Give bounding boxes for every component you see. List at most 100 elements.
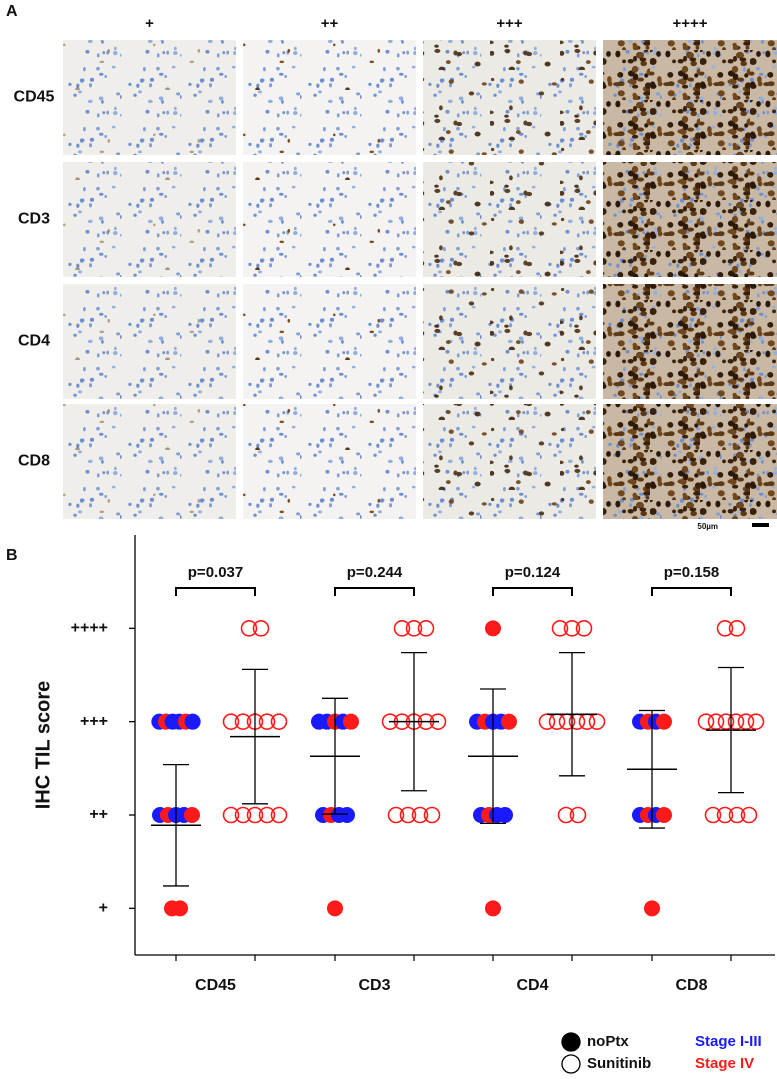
data-point	[393, 620, 411, 637]
micrograph	[603, 284, 777, 399]
micrograph	[243, 284, 416, 399]
y-tick-label: ++	[89, 806, 108, 823]
micrograph	[243, 162, 416, 277]
x-tick-label: CD45	[195, 977, 236, 994]
data-point	[563, 620, 581, 637]
data-point	[716, 806, 734, 824]
data-point	[258, 713, 276, 730]
legend-label: Stage I-III	[695, 1033, 762, 1050]
data-point	[737, 713, 755, 730]
data-point	[716, 620, 734, 637]
p-value: p=0.124	[505, 564, 561, 581]
micrograph	[603, 40, 777, 155]
legend-label: noPtx	[587, 1033, 629, 1050]
data-point	[656, 713, 672, 730]
data-point	[222, 806, 240, 824]
stained-cells	[603, 40, 777, 155]
micrograph	[423, 404, 596, 519]
y-axis-title: IHC TIL score	[32, 681, 54, 810]
data-point	[740, 806, 758, 824]
y-tick-label: +++	[80, 713, 108, 730]
stained-cells	[603, 162, 777, 277]
panel-label: A	[6, 3, 18, 20]
data-point	[588, 713, 606, 730]
data-point	[184, 713, 201, 730]
micrograph	[63, 404, 236, 519]
data-point	[728, 806, 746, 824]
micrograph	[603, 162, 777, 277]
panel-label: B	[6, 547, 18, 564]
data-point	[423, 806, 441, 824]
p-value: p=0.158	[664, 564, 719, 581]
y-tick-label: ++++	[71, 620, 108, 637]
legend-label: Sunitinib	[587, 1055, 651, 1072]
data-point	[569, 806, 587, 824]
stained-cells	[63, 284, 236, 399]
p-value: p=0.037	[188, 564, 243, 581]
stained-cells	[423, 40, 596, 155]
x-tick-label: CD3	[358, 977, 390, 994]
stained-cells	[603, 284, 777, 399]
data-point	[258, 806, 276, 824]
row-label: CD4	[18, 333, 50, 350]
data-point	[728, 620, 746, 637]
scale-bar	[752, 523, 769, 527]
data-point	[417, 620, 435, 637]
micrograph	[63, 284, 236, 399]
data-point	[575, 620, 593, 637]
stained-cells	[603, 404, 777, 519]
legend-marker	[561, 1032, 581, 1052]
data-point	[252, 620, 270, 637]
data-point	[656, 807, 672, 823]
data-point	[270, 713, 288, 730]
data-point	[405, 620, 423, 637]
data-point	[644, 900, 660, 917]
x-tick-label: CD4	[516, 977, 548, 994]
micrograph	[63, 162, 236, 277]
data-point	[184, 807, 200, 823]
data-point	[270, 806, 288, 824]
significance-bracket	[651, 587, 732, 596]
data-point	[327, 900, 343, 917]
scale-bar-label: 50µm	[697, 522, 718, 531]
legend-label: Stage IV	[695, 1055, 754, 1072]
stained-cells	[63, 40, 236, 155]
data-point	[240, 620, 258, 637]
stained-cells	[243, 404, 416, 519]
x-tick-label: CD8	[675, 977, 707, 994]
micrograph	[603, 404, 777, 519]
data-point	[707, 713, 725, 730]
data-point	[497, 807, 513, 823]
data-point	[717, 713, 735, 730]
row-label: CD8	[18, 453, 50, 470]
stained-cells	[243, 162, 416, 277]
row-label: CD45	[14, 89, 55, 106]
stained-cells	[63, 404, 236, 519]
data-point	[485, 620, 501, 637]
significance-bracket	[334, 587, 415, 596]
row-label: CD3	[18, 211, 50, 228]
micrograph	[423, 40, 596, 155]
significance-bracket	[175, 587, 256, 596]
micrograph	[423, 284, 596, 399]
stained-cells	[423, 404, 596, 519]
stained-cells	[63, 162, 236, 277]
legend-marker	[561, 1054, 581, 1074]
column-header: ++++	[672, 15, 707, 32]
data-point	[339, 807, 355, 823]
data-point	[246, 806, 264, 824]
data-point	[222, 713, 240, 730]
data-point	[234, 806, 252, 824]
data-point	[387, 806, 405, 824]
stained-cells	[423, 162, 596, 277]
data-point	[399, 806, 417, 824]
y-tick-label: +	[99, 900, 108, 917]
stained-cells	[243, 40, 416, 155]
stained-cells	[423, 284, 596, 399]
data-point	[557, 806, 575, 824]
micrograph	[63, 40, 236, 155]
data-point	[172, 900, 188, 917]
micrograph	[423, 162, 596, 277]
stained-cells	[243, 284, 416, 399]
